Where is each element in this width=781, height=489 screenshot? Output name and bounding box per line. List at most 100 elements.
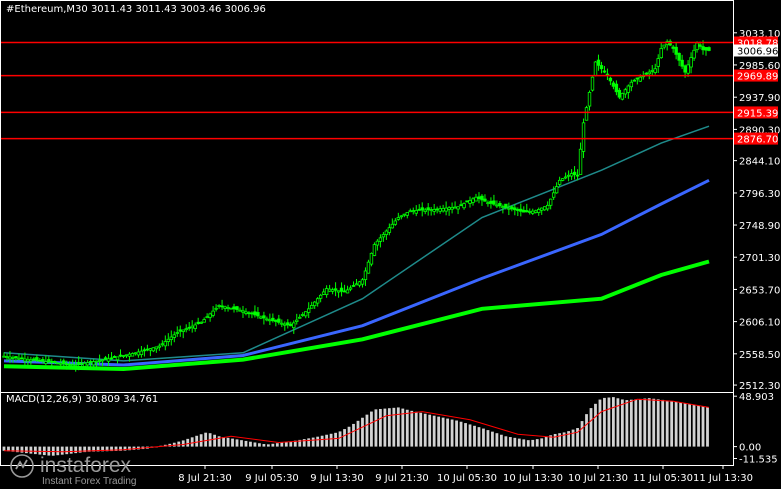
candle-body [178,329,182,332]
candle-body [471,198,475,203]
macd-panel: 8 Jul 21:30 9 Jul 05:30 9 Jul 13:30 9 Jul 2… [0,392,778,484]
candle [465,200,469,203]
candle-body [283,323,287,326]
candle [312,301,317,309]
macd-bar [455,420,458,447]
candle-body [444,207,448,212]
candle [593,61,598,77]
candle-body [432,209,436,212]
candle [56,362,60,365]
macd-bar [513,437,517,447]
candle [292,320,296,334]
macd-bar [473,425,476,447]
macd-bar [119,446,122,451]
macd-bar [29,446,33,454]
candle [115,356,120,364]
candle-body [301,314,305,316]
candle [575,169,580,181]
candle-body [56,362,60,365]
macd-bar [199,434,203,447]
candle [707,46,711,52]
candle-body [112,356,117,358]
candle-body [644,72,648,75]
y-tick-label: 2985.60 [739,61,780,72]
candle-body [73,364,78,367]
macd-bar [266,444,270,447]
macd-bar [253,442,257,447]
y-tick-label: 2606.10 [739,318,780,329]
candle-body [674,46,678,55]
candle-body [563,176,568,179]
candle-body [208,313,212,318]
candle [551,186,556,200]
candle [333,282,338,297]
candle-body [483,198,487,202]
macd-bar [674,401,678,447]
candle-body [554,186,559,194]
candle-body [271,317,275,322]
candle [235,305,239,313]
candle-body [557,179,562,185]
candle [193,322,197,332]
candles [2,39,711,372]
macd-bar [325,434,329,447]
macd-bar [706,407,709,447]
candle-body [360,279,365,285]
ma-slow-line [3,259,710,372]
candle-body [235,306,239,310]
macd-bar [459,421,463,447]
candle-body [477,196,481,199]
candle-body [205,316,209,319]
candle [73,359,78,372]
macd-bar [535,439,539,447]
macd-bar [217,436,221,447]
macd-bar [271,443,275,447]
candle-body [91,361,96,366]
candle [462,202,466,210]
candle [492,194,496,206]
x-tick-label: 10 Jul 13:30 [503,473,563,484]
candle-body [307,308,311,313]
candle-body [229,307,233,310]
macd-bar [231,438,234,447]
candle-body [680,59,684,67]
macd-bar [42,446,46,456]
candle-body [411,210,415,212]
candle-body [686,64,690,74]
candle [154,346,159,353]
macd-bar [302,439,306,447]
candle-body [280,322,284,325]
candle-body [453,206,457,209]
candle [542,206,547,211]
y-tick-label: 2937.90 [739,93,780,104]
candle [513,204,517,216]
candle-body [662,44,666,48]
candle-body [151,347,156,352]
candle-body [133,352,138,355]
macd-bar [683,403,687,447]
level-label-box [734,106,778,119]
ma-mid-line [3,178,710,367]
candle-body [575,174,580,177]
macd-frame [0,392,734,466]
candle-body [298,316,302,319]
candle-body [253,311,257,316]
candle-body [617,89,622,98]
candle [130,352,135,357]
candle-body [423,209,427,212]
candle-body [139,350,144,356]
candle-body [596,59,601,66]
candle [271,313,275,323]
y-tick-label: 2844.10 [739,157,780,168]
macd-bar [477,427,481,447]
candle [351,281,356,287]
candle-body [38,359,42,362]
macd-bar [186,438,190,447]
candle-body [480,195,484,201]
macd-signal-line [3,398,710,453]
macd-bar [204,432,208,447]
candle [662,44,666,50]
candle-body [142,349,147,352]
candle-body [268,319,272,322]
